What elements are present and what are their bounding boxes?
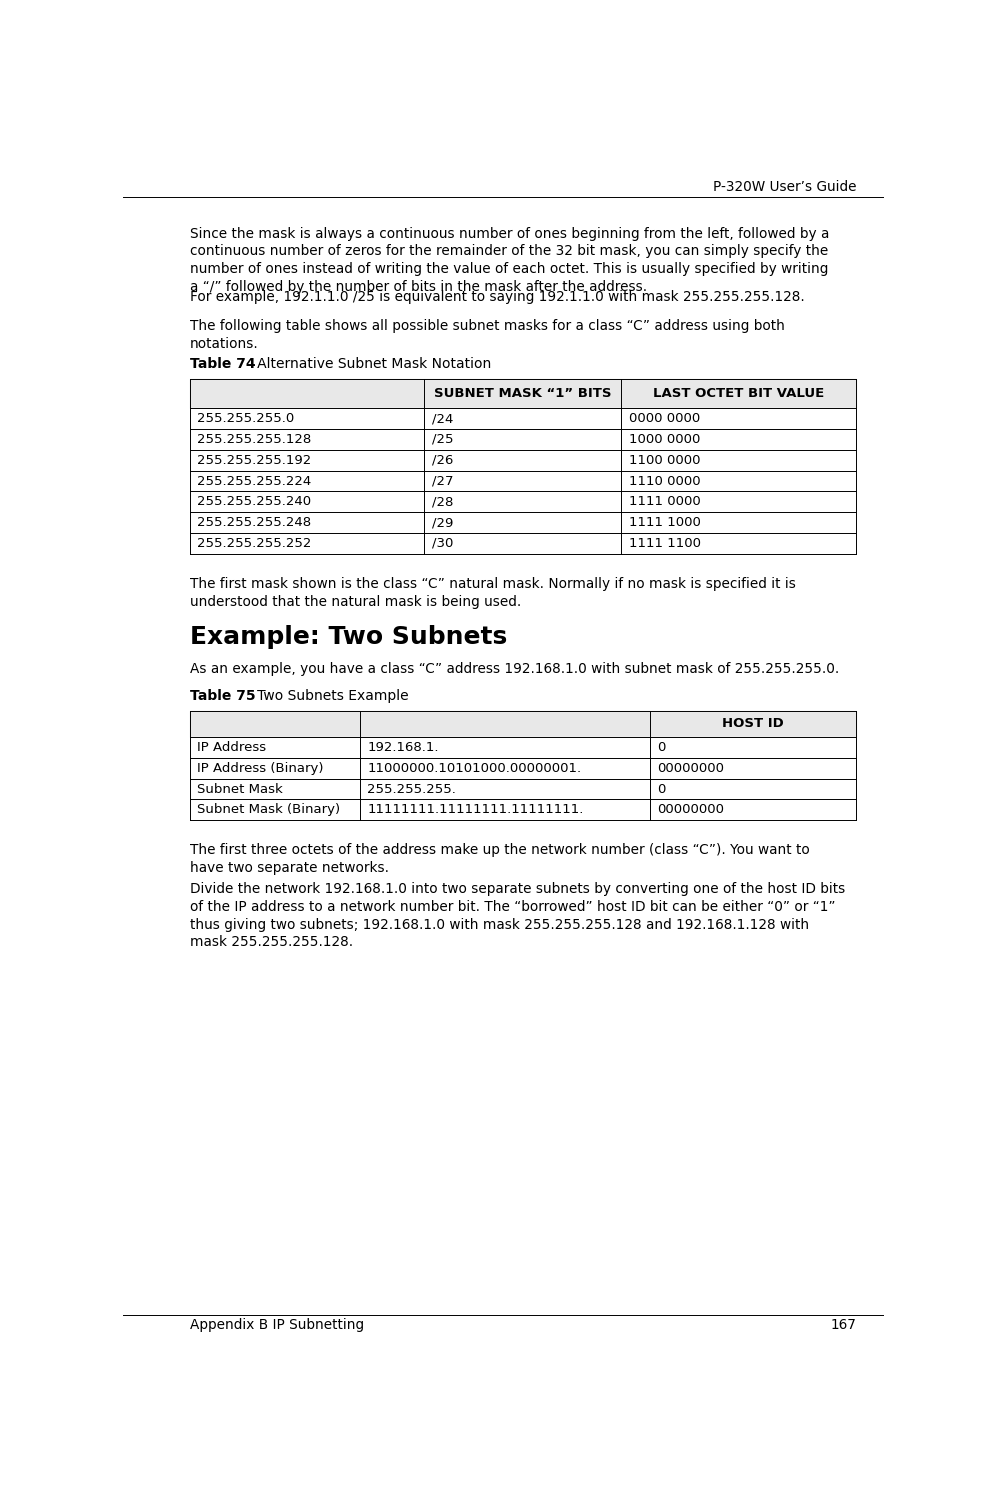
Text: Table 74: Table 74 bbox=[189, 358, 255, 371]
Text: 1110 0000: 1110 0000 bbox=[629, 475, 700, 487]
Text: 192.168.1.: 192.168.1. bbox=[367, 741, 439, 755]
Text: 255.255.255.192: 255.255.255.192 bbox=[197, 454, 311, 467]
Text: /27: /27 bbox=[432, 475, 453, 487]
Text: IP Address: IP Address bbox=[197, 741, 266, 755]
Text: 167: 167 bbox=[830, 1318, 856, 1332]
Text: 255.255.255.248: 255.255.255.248 bbox=[197, 516, 311, 529]
Text: 11000000.10101000.00000001.: 11000000.10101000.00000001. bbox=[367, 762, 582, 774]
Text: The first mask shown is the class “C” natural mask. Normally if no mask is speci: The first mask shown is the class “C” na… bbox=[189, 577, 796, 609]
Text: 255.255.255.: 255.255.255. bbox=[367, 783, 456, 795]
Text: For example, 192.1.1.0 /25 is equivalent to saying 192.1.1.0 with mask 255.255.2: For example, 192.1.1.0 /25 is equivalent… bbox=[189, 290, 804, 304]
Text: 255.255.255.252: 255.255.255.252 bbox=[197, 537, 312, 550]
Text: Two Subnets Example: Two Subnets Example bbox=[244, 690, 409, 703]
Text: The following table shows all possible subnet masks for a class “C” address usin: The following table shows all possible s… bbox=[189, 319, 785, 350]
Text: SUBNET MASK “1” BITS: SUBNET MASK “1” BITS bbox=[434, 388, 611, 400]
Text: /29: /29 bbox=[432, 516, 453, 529]
Bar bbox=[189, 379, 856, 409]
Bar bbox=[189, 491, 856, 513]
Text: Since the mask is always a continuous number of ones beginning from the left, fo: Since the mask is always a continuous nu… bbox=[189, 227, 829, 295]
Text: The first three octets of the address make up the network number (class “C”). Yo: The first three octets of the address ma… bbox=[189, 843, 809, 875]
Text: 1111 0000: 1111 0000 bbox=[629, 496, 700, 508]
Bar bbox=[189, 534, 856, 553]
Text: HOST ID: HOST ID bbox=[722, 717, 784, 730]
Text: 255.255.255.128: 255.255.255.128 bbox=[197, 433, 311, 446]
Text: Alternative Subnet Mask Notation: Alternative Subnet Mask Notation bbox=[244, 358, 491, 371]
Text: 0: 0 bbox=[657, 741, 665, 755]
Text: 1000 0000: 1000 0000 bbox=[629, 433, 699, 446]
Text: Appendix B IP Subnetting: Appendix B IP Subnetting bbox=[189, 1318, 364, 1332]
Text: 11111111.11111111.11111111.: 11111111.11111111.11111111. bbox=[367, 803, 584, 816]
Text: 255.255.255.224: 255.255.255.224 bbox=[197, 475, 311, 487]
Bar bbox=[189, 428, 856, 449]
Bar bbox=[189, 409, 856, 428]
Text: 1111 1100: 1111 1100 bbox=[629, 537, 700, 550]
Bar bbox=[189, 800, 856, 821]
Text: 1111 1000: 1111 1000 bbox=[629, 516, 700, 529]
Text: LAST OCTET BIT VALUE: LAST OCTET BIT VALUE bbox=[653, 388, 824, 400]
Text: As an example, you have a class “C” address 192.168.1.0 with subnet mask of 255.: As an example, you have a class “C” addr… bbox=[189, 661, 839, 676]
Bar bbox=[189, 513, 856, 534]
Text: /26: /26 bbox=[432, 454, 453, 467]
Text: Subnet Mask: Subnet Mask bbox=[197, 783, 283, 795]
Bar bbox=[189, 779, 856, 800]
Bar bbox=[189, 470, 856, 491]
Text: IP Address (Binary): IP Address (Binary) bbox=[197, 762, 324, 774]
Text: /24: /24 bbox=[432, 412, 453, 425]
Text: /25: /25 bbox=[432, 433, 453, 446]
Text: Divide the network 192.168.1.0 into two separate subnets by converting one of th: Divide the network 192.168.1.0 into two … bbox=[189, 882, 845, 950]
Bar bbox=[189, 758, 856, 779]
Text: 255.255.255.0: 255.255.255.0 bbox=[197, 412, 294, 425]
Text: 255.255.255.240: 255.255.255.240 bbox=[197, 496, 311, 508]
Text: 1100 0000: 1100 0000 bbox=[629, 454, 700, 467]
Text: 00000000: 00000000 bbox=[657, 762, 724, 774]
Text: /30: /30 bbox=[432, 537, 453, 550]
Text: P-320W User’s Guide: P-320W User’s Guide bbox=[713, 180, 856, 194]
Text: Subnet Mask (Binary): Subnet Mask (Binary) bbox=[197, 803, 340, 816]
Bar bbox=[189, 449, 856, 470]
Text: 0000 0000: 0000 0000 bbox=[629, 412, 699, 425]
Text: Example: Two Subnets: Example: Two Subnets bbox=[189, 625, 507, 649]
Text: 00000000: 00000000 bbox=[657, 803, 724, 816]
Text: /28: /28 bbox=[432, 496, 453, 508]
Text: 0: 0 bbox=[657, 783, 665, 795]
Bar bbox=[189, 711, 856, 736]
Bar bbox=[189, 736, 856, 758]
Text: Table 75: Table 75 bbox=[189, 690, 255, 703]
